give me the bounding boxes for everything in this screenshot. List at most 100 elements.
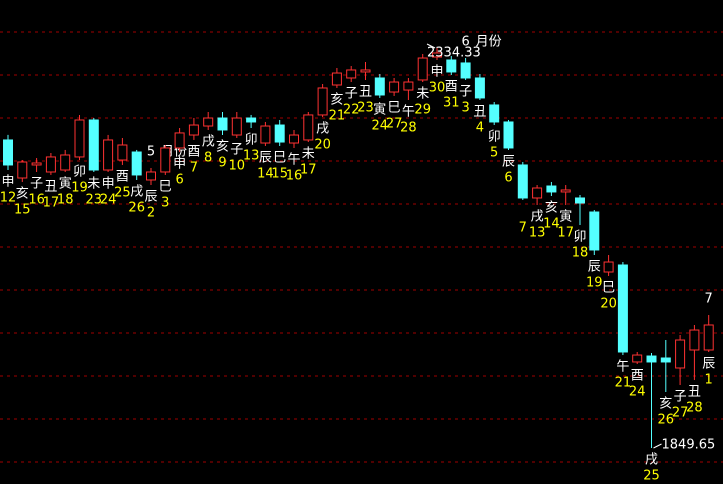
candle-body [274, 124, 285, 143]
candle-body [617, 264, 628, 353]
candle-body [31, 162, 42, 166]
branch-label: 卯 [245, 132, 258, 147]
candle-body [88, 119, 99, 171]
candle-body [603, 261, 614, 273]
candle-body [575, 197, 585, 204]
branch-label: 丑 [359, 84, 372, 99]
candle-body [589, 211, 600, 251]
candle-body [646, 355, 657, 363]
candle-body [374, 77, 385, 96]
branch-label: 辰 [144, 190, 157, 205]
branch-label: 巳 [388, 100, 401, 115]
candle-body [503, 121, 514, 149]
candle-body [489, 104, 500, 123]
candle-body [546, 185, 557, 193]
day-label: 21 [615, 376, 632, 391]
low-pointer [653, 443, 662, 449]
branch-label: 巳 [159, 179, 172, 194]
branch-label: 申 [1, 175, 14, 190]
branch-label: 子 [345, 87, 358, 102]
candle-body [360, 69, 371, 73]
day-label: 6 [504, 170, 512, 185]
candle-body [246, 117, 257, 123]
day-label: 19 [71, 181, 88, 196]
branch-label: 辰 [588, 260, 601, 275]
month-number: 7 [705, 292, 713, 307]
day-label: 2 [147, 206, 155, 221]
branch-label: 戌 [130, 184, 143, 199]
candle-body [117, 144, 128, 161]
day-label: 15 [14, 202, 31, 217]
candle-body [689, 329, 700, 351]
branch-label: 子 [674, 389, 687, 404]
branch-label: 丑 [688, 385, 701, 400]
branch-label: 辰 [502, 154, 515, 169]
branch-label: 申 [102, 176, 115, 191]
day-label: 27 [672, 405, 689, 420]
candle-body [60, 154, 71, 171]
branch-label: 戌 [645, 453, 658, 468]
day-label: 14 [543, 216, 560, 231]
high-pointer [426, 43, 436, 49]
branch-label: 申 [430, 64, 443, 79]
high-annotation: 2334.33 [427, 46, 481, 61]
month-number: 6 [461, 35, 469, 50]
branch-label: 亥 [545, 200, 558, 215]
candle-body [174, 132, 185, 149]
candle-body [146, 171, 156, 181]
branch-label: 酉 [116, 169, 129, 184]
branch-label: 午 [402, 105, 415, 120]
candle-body [417, 57, 428, 81]
branch-label: 丑 [473, 105, 486, 120]
branch-label: 未 [416, 87, 429, 102]
low-annotation: 1849.65 [662, 438, 716, 453]
candle-body [675, 339, 686, 369]
candle-body [45, 156, 56, 173]
branch-label: 亥 [330, 92, 343, 107]
day-label: 24 [100, 192, 117, 207]
month-suffix: 月份 [476, 35, 502, 50]
day-label: 13 [243, 148, 260, 163]
branch-label: 午 [616, 360, 629, 375]
day-label: 4 [476, 121, 484, 136]
branch-label: 子 [230, 142, 243, 157]
candle-body [403, 81, 414, 91]
day-label: 14 [257, 166, 274, 181]
day-label: 27 [386, 116, 403, 131]
day-label: 3 [461, 100, 469, 115]
day-label: 1 [705, 372, 713, 387]
day-label: 9 [218, 156, 226, 171]
candle-body [131, 151, 142, 176]
branch-label: 申 [173, 157, 186, 172]
candle-body [474, 77, 485, 99]
branch-label: 酉 [187, 144, 200, 159]
day-label: 20 [314, 138, 331, 153]
candle-body [389, 81, 400, 93]
candle-body [460, 62, 471, 79]
branch-label: 未 [302, 147, 315, 162]
candle-body [432, 52, 442, 58]
candle-body [103, 139, 114, 171]
day-label: 17 [43, 195, 60, 210]
branch-label: 寅 [373, 101, 386, 117]
branch-label: 巳 [273, 150, 286, 165]
candle-body [260, 125, 271, 144]
day-label: 13 [529, 225, 546, 240]
day-label: 24 [629, 385, 646, 400]
day-label: 7 [190, 160, 198, 175]
branch-label: 亥 [16, 186, 29, 201]
candle-body [632, 354, 643, 363]
branch-label: 寅 [59, 175, 72, 191]
branch-label: 戌 [316, 122, 329, 137]
day-label: 31 [443, 96, 460, 111]
day-label: 18 [57, 192, 74, 207]
branch-label: 子 [459, 84, 472, 99]
day-label: 22 [343, 103, 360, 118]
day-label: 8 [204, 150, 212, 165]
day-label: 16 [28, 192, 45, 207]
candle-body [517, 164, 528, 199]
candle-body [446, 59, 457, 73]
day-label: 30 [429, 80, 446, 95]
